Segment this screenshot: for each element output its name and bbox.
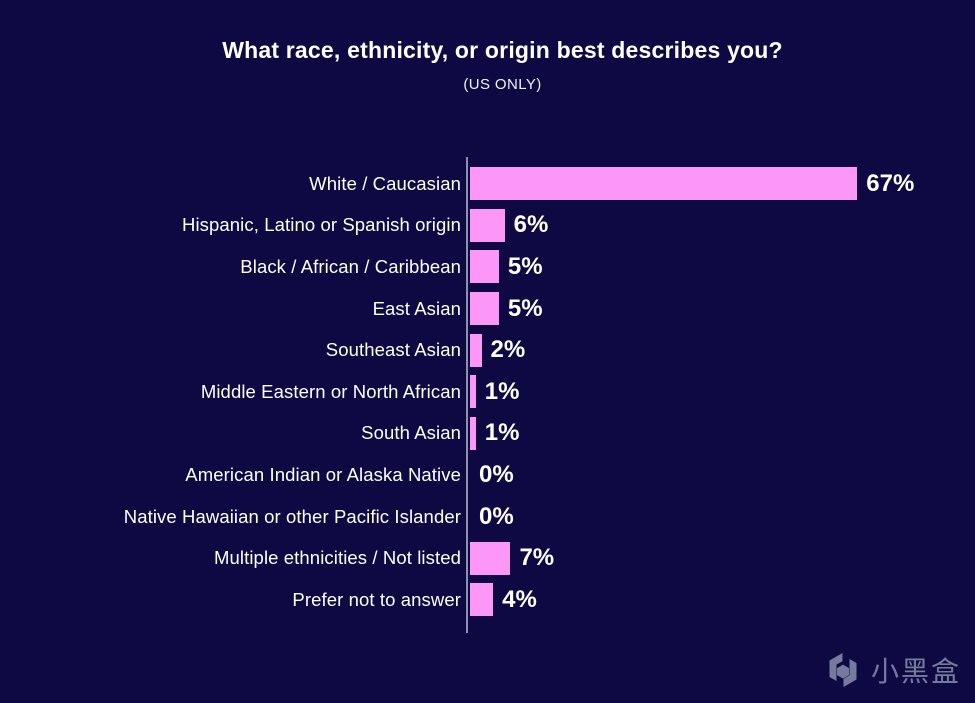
bar-cell: 5% <box>461 246 975 288</box>
bar <box>470 208 505 242</box>
value-label: 5% <box>507 252 543 280</box>
value-label: 4% <box>502 585 537 613</box>
category-label: Southeast Asian <box>325 339 461 361</box>
chart-row: Southeast Asian 2% <box>0 329 975 371</box>
chart-subtitle: (US ONLY) <box>463 76 542 93</box>
value-label: 0% <box>479 460 514 488</box>
bar <box>470 250 499 284</box>
bar <box>470 541 511 575</box>
watermark: 小黑盒 <box>823 650 961 690</box>
value-label: 2% <box>490 336 526 364</box>
bar-cell: 1% <box>461 371 975 413</box>
bar-cell: 0% <box>461 496 975 538</box>
bar-cell: 67% <box>461 163 975 205</box>
category-label: East Asian <box>372 297 461 319</box>
chart-title: What race, ethnicity, or origin best des… <box>222 37 783 63</box>
bar-cell: 2% <box>461 329 975 371</box>
bar <box>470 583 494 617</box>
bar-cell: 4% <box>461 579 975 621</box>
category-label: American Indian or Alaska Native <box>185 463 461 485</box>
chart-row: Black / African / Caribbean 5% <box>0 246 975 288</box>
bar-cell: 7% <box>461 537 975 579</box>
heybox-logo-icon <box>829 653 857 687</box>
bar-cell: 6% <box>461 205 975 247</box>
chart-row: South Asian 1% <box>0 413 975 455</box>
bar <box>470 375 476 409</box>
category-label: Prefer not to answer <box>292 588 461 610</box>
y-axis-line <box>466 157 468 633</box>
value-label: 1% <box>484 377 520 405</box>
chart-row: American Indian or Alaska Native 0% <box>0 454 975 496</box>
bar <box>470 167 858 201</box>
bar <box>470 416 476 450</box>
value-label: 5% <box>507 294 543 322</box>
chart-row: White / Caucasian 67% <box>0 163 975 205</box>
category-label: Black / African / Caribbean <box>240 255 461 277</box>
value-label: 67% <box>866 169 915 197</box>
category-label: White / Caucasian <box>309 172 461 194</box>
category-label: Native Hawaiian or other Pacific Islande… <box>123 505 461 527</box>
category-label: South Asian <box>361 422 461 444</box>
value-label: 7% <box>519 544 555 572</box>
category-label: Middle Eastern or North African <box>200 380 461 402</box>
chart-row: Middle Eastern or North African 1% <box>0 371 975 413</box>
bar <box>470 333 482 367</box>
value-label: 1% <box>484 419 520 447</box>
bar-chart: White / Caucasian 67% Hispanic, Latino or … <box>0 163 975 621</box>
category-label: Hispanic, Latino or Spanish origin <box>181 214 461 236</box>
bar-cell: 5% <box>461 288 975 330</box>
value-label: 0% <box>479 502 514 530</box>
chart-row: Native Hawaiian or other Pacific Islande… <box>0 496 975 538</box>
watermark-text: 小黑盒 <box>870 656 961 687</box>
chart-row: Hispanic, Latino or Spanish origin 6% <box>0 205 975 247</box>
chart-row: Prefer not to answer 4% <box>0 579 975 621</box>
bar-cell: 0% <box>461 454 975 496</box>
chart-row: Multiple ethnicities / Not listed 7% <box>0 537 975 579</box>
bar <box>470 292 499 326</box>
category-label: Multiple ethnicities / Not listed <box>214 547 461 569</box>
chart-row: East Asian 5% <box>0 288 975 330</box>
bar-cell: 1% <box>461 413 975 455</box>
value-label: 6% <box>513 211 549 239</box>
